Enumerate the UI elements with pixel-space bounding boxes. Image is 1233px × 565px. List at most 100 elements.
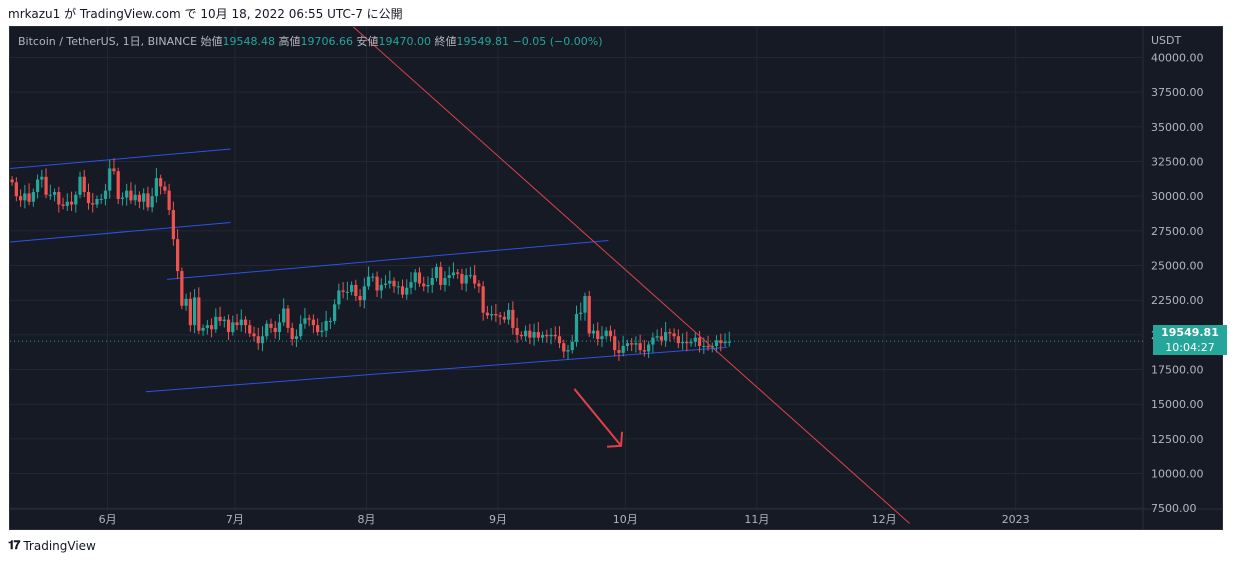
candle-body (451, 272, 456, 276)
candle-body (69, 201, 74, 205)
footer: 𝟏𝟕 TradingView (8, 538, 96, 553)
candle-body (65, 201, 69, 206)
candle-body (574, 314, 579, 342)
candle-body (180, 271, 184, 306)
candle-body (86, 192, 91, 204)
candle-body (710, 345, 714, 348)
candle-body (167, 190, 171, 211)
candle-body (557, 336, 562, 344)
price-tick-label: 30000.00 (1151, 190, 1204, 203)
brand-name[interactable]: TradingView (23, 538, 96, 553)
candle-body (375, 276, 379, 291)
price-tick-label: 25000.00 (1151, 260, 1204, 273)
price-tick-label: 17500.00 (1151, 364, 1204, 377)
candle-body (498, 315, 502, 317)
candle-body (133, 194, 137, 201)
candle-body (146, 193, 150, 208)
candle-body (405, 287, 409, 295)
tradingview-logo-icon[interactable]: 𝟏𝟕 (8, 538, 20, 552)
price-tick-label: 12500.00 (1151, 433, 1204, 446)
candle-body (464, 275, 468, 284)
time-tick-label: 9月 (489, 513, 507, 526)
channel-line (166, 240, 609, 280)
channel-line (10, 148, 231, 169)
price-tick-label: 27500.00 (1151, 225, 1204, 238)
candle-body (625, 343, 630, 346)
candle-body (706, 345, 710, 348)
candle-body (354, 284, 358, 297)
candle-body (388, 280, 392, 284)
candle-body (14, 182, 18, 197)
price-chart[interactable]: 40000.00 37500.00 35000.00 32500.00 30000.00… (10, 27, 1222, 529)
candle-body (417, 272, 422, 284)
candle-body (540, 334, 545, 338)
candle-body (324, 320, 328, 331)
candle-body (209, 325, 214, 330)
candle-body (159, 178, 163, 187)
candle-body (621, 345, 625, 353)
high-label: 高値 (278, 35, 301, 48)
candle-body (99, 198, 103, 200)
candle-body (443, 278, 447, 285)
candle-body (235, 322, 239, 326)
candle-body (655, 336, 659, 338)
candle-body (634, 343, 638, 345)
candle-body (668, 332, 672, 334)
candle-body (727, 341, 731, 343)
down-arrow-head (606, 431, 624, 448)
candle-body (78, 176, 82, 195)
candle-body (129, 190, 133, 201)
candle-body (192, 297, 197, 326)
candle-body (371, 276, 375, 278)
candle-body (31, 192, 35, 202)
candle-body (226, 319, 231, 333)
candle-body (116, 171, 120, 199)
candle-body (103, 190, 108, 199)
candle-body (392, 280, 396, 287)
candle-body (506, 309, 511, 320)
candle-body (566, 350, 570, 352)
candle-body (519, 334, 523, 337)
time-tick-label: 12月 (872, 513, 897, 526)
candle-body (617, 350, 621, 353)
candle-body (689, 341, 693, 344)
candle-body (456, 272, 460, 274)
candle-body (494, 314, 498, 316)
candle-body (333, 304, 337, 321)
candle-body (18, 196, 23, 201)
candle-body (23, 193, 27, 201)
candle-body (277, 322, 282, 333)
candle-body (214, 316, 218, 330)
candle-body (95, 198, 99, 205)
open-value: 19548.48 (222, 35, 276, 48)
symbol-title[interactable]: Bitcoin / TetherUS, 1日, BINANCE (18, 35, 198, 48)
candle-body (82, 176, 86, 193)
candle-body (693, 337, 697, 342)
candle-body (273, 327, 277, 333)
candle-body (613, 336, 617, 351)
publisher-name[interactable]: mrkazu1 (8, 7, 61, 21)
time-tick-label: 11月 (744, 513, 769, 526)
candle-body (587, 296, 591, 334)
candle-body (422, 283, 426, 287)
candle-body (536, 332, 540, 338)
candle-body (337, 290, 341, 305)
candle-body (685, 341, 689, 344)
candle-body (91, 203, 95, 205)
candle-body (239, 319, 243, 326)
candle-body (10, 179, 14, 183)
candle-body (549, 334, 553, 337)
candle-body (502, 316, 506, 320)
candle-body (532, 332, 536, 338)
time-tick-label: 6月 (99, 513, 117, 526)
candle-body (27, 193, 31, 202)
candle-body (642, 350, 647, 352)
candle-body (290, 327, 294, 340)
bar-countdown: 10:04:27 (1153, 340, 1227, 355)
candle-body (485, 312, 490, 316)
candle-body (252, 333, 256, 337)
candle-body (434, 266, 439, 278)
publish-info: mrkazu1 が TradingView.com で 10月 18, 2022… (8, 4, 403, 24)
candle-body (307, 318, 311, 320)
chart-panel[interactable]: 40000.00 37500.00 35000.00 32500.00 30000.00… (9, 26, 1227, 530)
